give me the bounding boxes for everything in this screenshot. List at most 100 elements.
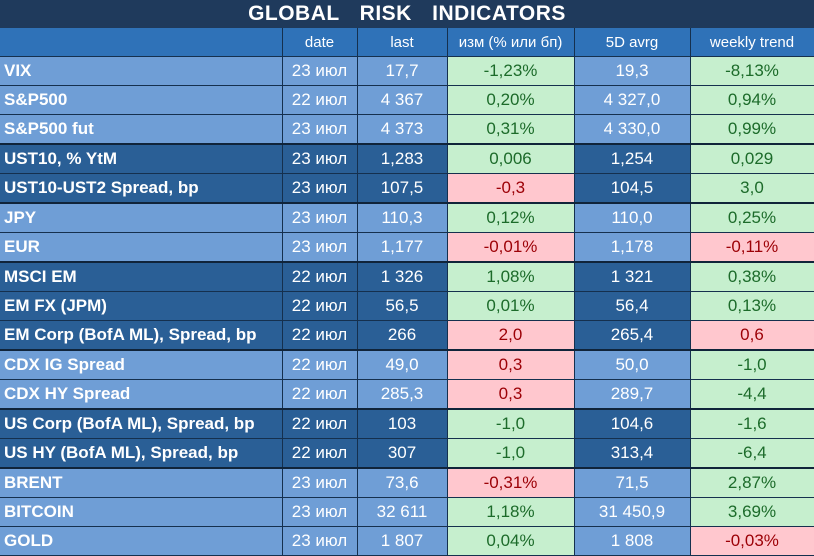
five-day-average-cell: 289,7 <box>574 379 691 410</box>
indicator-name-cell: BRENT <box>0 467 283 498</box>
last-value-cell: 56,5 <box>357 291 448 321</box>
date-cell: 22 июл <box>282 408 358 439</box>
last-value-cell: 285,3 <box>357 379 448 410</box>
five-day-average-cell: 110,0 <box>574 202 691 233</box>
date-cell: 22 июл <box>282 320 358 351</box>
last-value-cell: 107,5 <box>357 173 448 204</box>
weekly-trend-cell: -6,4 <box>690 438 814 469</box>
header-row: date last изм (% или бп) 5D avrg weekly … <box>0 28 814 57</box>
five-day-average-cell: 50,0 <box>574 349 691 380</box>
table-row: US HY (BofA ML), Spread, bp 22 июл 307 -1,0… <box>0 438 814 469</box>
date-cell: 23 июл <box>282 143 358 174</box>
five-day-average-cell: 104,5 <box>574 173 691 204</box>
date-cell: 23 июл <box>282 173 358 204</box>
table-row: EM FX (JPM) 22 июл 56,5 0,01% 56,4 0,13% <box>0 291 814 321</box>
change-cell: -0,3 <box>447 173 575 204</box>
table-row: VIX 23 июл 17,7 -1,23% 19,3 -8,13% <box>0 56 814 86</box>
change-cell: 0,3 <box>447 349 575 380</box>
header-change: изм (% или бп) <box>447 28 575 57</box>
last-value-cell: 4 373 <box>357 114 448 145</box>
weekly-trend-cell: 3,0 <box>690 173 814 204</box>
table-row: UST10-UST2 Spread, bp 23 июл 107,5 -0,3 104,… <box>0 173 814 204</box>
weekly-trend-cell: 2,87% <box>690 467 814 498</box>
date-cell: 22 июл <box>282 438 358 469</box>
change-cell: 0,3 <box>447 379 575 410</box>
weekly-trend-cell: 0,6 <box>690 320 814 351</box>
date-cell: 23 июл <box>282 56 358 86</box>
indicator-name-cell: EUR <box>0 232 283 263</box>
change-cell: 0,006 <box>447 143 575 174</box>
change-cell: -1,0 <box>447 408 575 439</box>
indicator-name-cell: US HY (BofA ML), Spread, bp <box>0 438 283 469</box>
five-day-average-cell: 313,4 <box>574 438 691 469</box>
change-cell: 2,0 <box>447 320 575 351</box>
weekly-trend-cell: -0,11% <box>690 232 814 263</box>
five-day-average-cell: 71,5 <box>574 467 691 498</box>
table-row: S&P500 fut 23 июл 4 373 0,31% 4 330,0 0,99% <box>0 114 814 145</box>
weekly-trend-cell: -1,6 <box>690 408 814 439</box>
last-value-cell: 103 <box>357 408 448 439</box>
indicator-name-cell: S&P500 fut <box>0 114 283 145</box>
date-cell: 23 июл <box>282 497 358 527</box>
weekly-trend-cell: 0,99% <box>690 114 814 145</box>
indicator-name-cell: UST10, % YtM <box>0 143 283 174</box>
table-row: UST10, % YtM 23 июл 1,283 0,006 1,254 0,029 <box>0 143 814 174</box>
indicator-name-cell: UST10-UST2 Spread, bp <box>0 173 283 204</box>
last-value-cell: 307 <box>357 438 448 469</box>
weekly-trend-cell: -4,4 <box>690 379 814 410</box>
indicator-name-cell: CDX IG Spread <box>0 349 283 380</box>
header-date: date <box>282 28 358 57</box>
indicator-name-cell: S&P500 <box>0 85 283 115</box>
last-value-cell: 1 326 <box>357 261 448 292</box>
indicator-name-cell: VIX <box>0 56 283 86</box>
date-cell: 22 июл <box>282 291 358 321</box>
change-cell: 1,18% <box>447 497 575 527</box>
change-cell: -1,0 <box>447 438 575 469</box>
indicator-name-cell: MSCI EM <box>0 261 283 292</box>
table-row: US Corp (BofA ML), Spread, bp 22 июл 103 -1… <box>0 408 814 439</box>
table-row: BITCOIN 23 июл 32 611 1,18% 31 450,9 3,69% <box>0 497 814 527</box>
five-day-average-cell: 31 450,9 <box>574 497 691 527</box>
sheet-title: GLOBAL RISK INDICATORS <box>0 0 814 28</box>
date-cell: 22 июл <box>282 261 358 292</box>
table-row: MSCI EM 22 июл 1 326 1,08% 1 321 0,38% <box>0 261 814 292</box>
last-value-cell: 1,283 <box>357 143 448 174</box>
weekly-trend-cell: -8,13% <box>690 56 814 86</box>
table-row: EUR 23 июл 1,177 -0,01% 1,178 -0,11% <box>0 232 814 263</box>
header-weekly-trend: weekly trend <box>690 28 814 57</box>
change-cell: 1,08% <box>447 261 575 292</box>
five-day-average-cell: 4 330,0 <box>574 114 691 145</box>
table-row: EM Corp (BofA ML), Spread, bp 22 июл 266 2,… <box>0 320 814 351</box>
table-row: CDX HY Spread 22 июл 285,3 0,3 289,7 -4,4 <box>0 379 814 410</box>
five-day-average-cell: 19,3 <box>574 56 691 86</box>
last-value-cell: 1,177 <box>357 232 448 263</box>
indicators-table: date last изм (% или бп) 5D avrg weekly … <box>0 28 814 556</box>
weekly-trend-cell: 0,13% <box>690 291 814 321</box>
header-name <box>0 28 283 57</box>
change-cell: -0,01% <box>447 232 575 263</box>
date-cell: 23 июл <box>282 467 358 498</box>
last-value-cell: 73,6 <box>357 467 448 498</box>
weekly-trend-cell: 0,38% <box>690 261 814 292</box>
five-day-average-cell: 4 327,0 <box>574 85 691 115</box>
date-cell: 22 июл <box>282 85 358 115</box>
change-cell: 0,20% <box>447 85 575 115</box>
indicator-name-cell: EM FX (JPM) <box>0 291 283 321</box>
last-value-cell: 17,7 <box>357 56 448 86</box>
table-row: BRENT 23 июл 73,6 -0,31% 71,5 2,87% <box>0 467 814 498</box>
last-value-cell: 110,3 <box>357 202 448 233</box>
date-cell: 23 июл <box>282 202 358 233</box>
table-row: S&P500 22 июл 4 367 0,20% 4 327,0 0,94% <box>0 85 814 115</box>
change-cell: -1,23% <box>447 56 575 86</box>
change-cell: 0,01% <box>447 291 575 321</box>
five-day-average-cell: 1,178 <box>574 232 691 263</box>
last-value-cell: 266 <box>357 320 448 351</box>
five-day-average-cell: 1 321 <box>574 261 691 292</box>
weekly-trend-cell: -1,0 <box>690 349 814 380</box>
change-cell: -0,31% <box>447 467 575 498</box>
indicator-name-cell: CDX HY Spread <box>0 379 283 410</box>
indicator-name-cell: EM Corp (BofA ML), Spread, bp <box>0 320 283 351</box>
change-cell: 0,31% <box>447 114 575 145</box>
last-value-cell: 32 611 <box>357 497 448 527</box>
